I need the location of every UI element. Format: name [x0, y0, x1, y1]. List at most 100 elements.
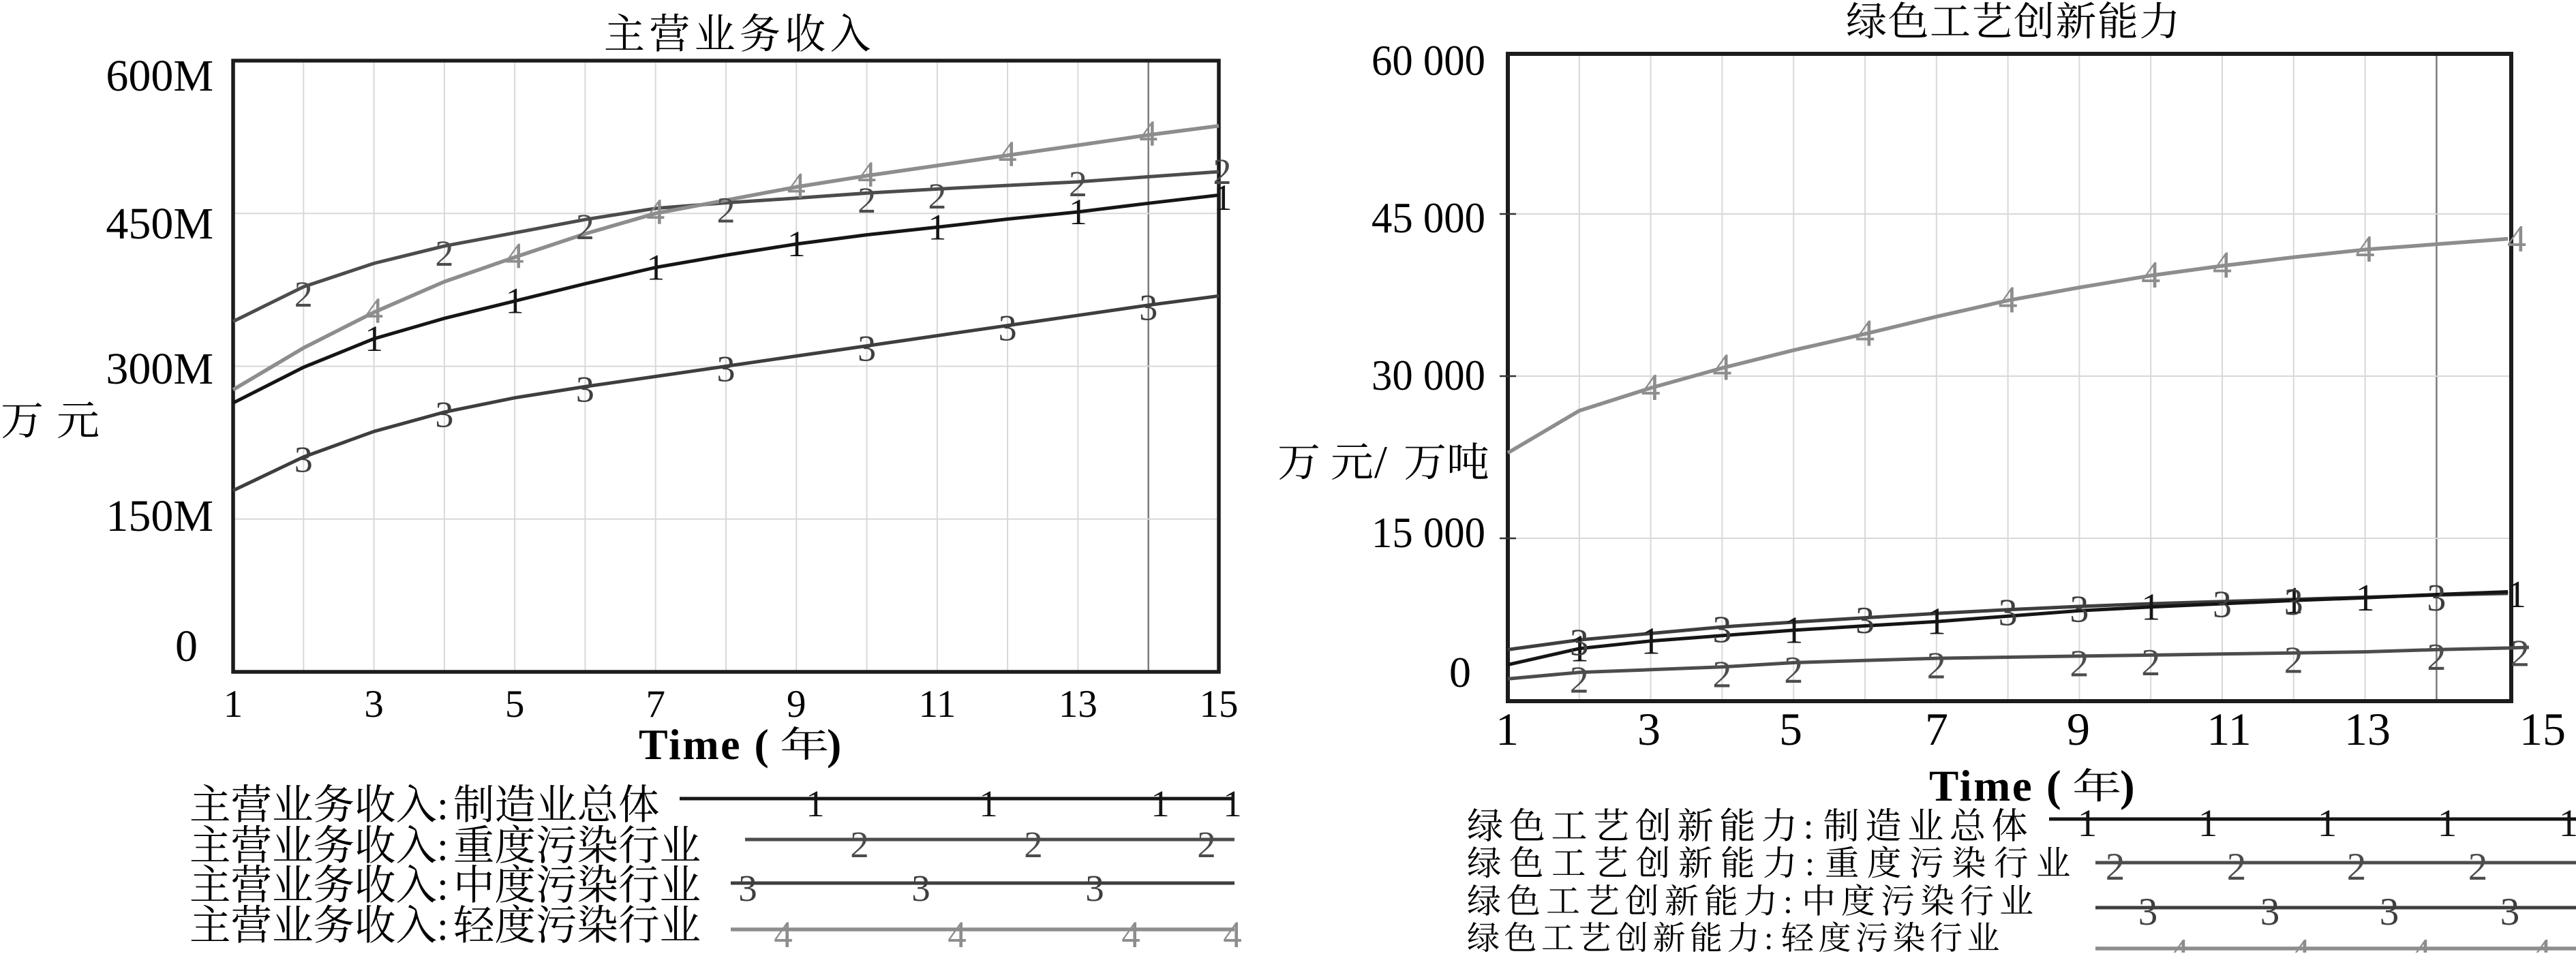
- svg-text:4: 4: [2291, 931, 2311, 953]
- svg-text:450M: 450M: [106, 199, 213, 249]
- svg-text:): ): [2120, 762, 2135, 811]
- svg-text:3: 3: [2427, 577, 2446, 619]
- svg-text:4: 4: [2356, 228, 2375, 271]
- svg-text:0: 0: [1449, 648, 1471, 696]
- svg-text:2: 2: [435, 233, 453, 274]
- svg-text:): ): [827, 720, 841, 769]
- svg-text:3: 3: [2380, 891, 2399, 934]
- svg-text:1: 1: [806, 783, 825, 824]
- svg-text:2: 2: [1069, 164, 1087, 204]
- svg-text::: :: [1764, 921, 1773, 953]
- svg-text:3: 3: [364, 683, 384, 726]
- svg-text:1: 1: [1151, 783, 1170, 824]
- svg-text:11: 11: [918, 683, 956, 726]
- svg-text:3: 3: [999, 308, 1017, 349]
- svg-text:4: 4: [948, 914, 967, 953]
- svg-text:2: 2: [2427, 636, 2446, 679]
- svg-text:4: 4: [506, 235, 524, 276]
- svg-text:3: 3: [1637, 703, 1661, 755]
- svg-text:13: 13: [2344, 703, 2391, 755]
- svg-text:/: /: [1374, 436, 1387, 488]
- svg-text::: :: [437, 824, 449, 869]
- svg-text:4: 4: [2507, 218, 2526, 260]
- svg-text:1: 1: [2141, 586, 2160, 628]
- svg-text:2: 2: [1197, 824, 1216, 865]
- svg-text:1: 1: [787, 223, 806, 264]
- svg-text:150M: 150M: [106, 491, 213, 541]
- svg-text:1: 1: [2284, 580, 2303, 622]
- svg-text:11: 11: [2207, 703, 2251, 755]
- svg-text:1: 1: [928, 206, 946, 247]
- svg-text:2: 2: [1570, 659, 1589, 701]
- svg-text:30 000: 30 000: [1372, 351, 1485, 399]
- svg-text::: :: [1783, 882, 1793, 921]
- svg-text:1: 1: [2356, 577, 2375, 619]
- svg-text:4: 4: [2141, 254, 2160, 296]
- svg-text:4: 4: [646, 191, 665, 232]
- svg-text::: :: [1804, 807, 1814, 847]
- svg-text:1: 1: [2507, 574, 2526, 616]
- svg-text:4: 4: [1999, 279, 2018, 322]
- svg-text:3: 3: [2213, 583, 2232, 626]
- svg-text:4: 4: [999, 134, 1017, 174]
- svg-text:3: 3: [2260, 891, 2280, 934]
- svg-text:1: 1: [646, 247, 665, 288]
- svg-text:4: 4: [2532, 931, 2552, 953]
- svg-text:1: 1: [2559, 802, 2576, 845]
- svg-text::: :: [1805, 844, 1815, 882]
- svg-text:15: 15: [1200, 683, 1239, 726]
- svg-text:7: 7: [646, 683, 665, 726]
- svg-text::: :: [437, 863, 449, 909]
- svg-text:4: 4: [858, 154, 876, 195]
- svg-text:4: 4: [1855, 313, 1875, 355]
- svg-text:4: 4: [365, 290, 383, 331]
- svg-text:5: 5: [505, 683, 525, 726]
- svg-text:1: 1: [1570, 628, 1589, 670]
- svg-text:4: 4: [774, 914, 793, 953]
- svg-text:1: 1: [2078, 802, 2097, 845]
- svg-text:9: 9: [2067, 703, 2090, 755]
- svg-text:3: 3: [1570, 622, 1589, 664]
- svg-text:15: 15: [2519, 703, 2566, 755]
- svg-text::: :: [437, 783, 449, 829]
- svg-text:1: 1: [1496, 703, 1519, 755]
- svg-text:4: 4: [1121, 914, 1140, 953]
- svg-text:13: 13: [1059, 683, 1097, 726]
- svg-text:3: 3: [1712, 609, 1731, 651]
- svg-text:2: 2: [1213, 151, 1232, 192]
- svg-text:9: 9: [787, 683, 806, 726]
- svg-text:2: 2: [2468, 846, 2488, 889]
- svg-text:3: 3: [1139, 288, 1157, 328]
- svg-text:3: 3: [2138, 891, 2158, 934]
- svg-text:1: 1: [1223, 783, 1242, 824]
- svg-text:4: 4: [1641, 367, 1661, 409]
- svg-text:0: 0: [175, 621, 198, 671]
- svg-text:3: 3: [2070, 589, 2089, 631]
- svg-text:2: 2: [850, 824, 869, 865]
- svg-text:1: 1: [1927, 601, 1946, 643]
- svg-text:1: 1: [1641, 620, 1661, 662]
- svg-text:2: 2: [2284, 640, 2303, 682]
- svg-text:2: 2: [2511, 633, 2530, 675]
- svg-text:300M: 300M: [106, 344, 213, 394]
- svg-text:1: 1: [224, 683, 243, 726]
- svg-text:3: 3: [294, 439, 313, 480]
- svg-text:2: 2: [2141, 642, 2160, 684]
- svg-text:4: 4: [2170, 931, 2189, 953]
- svg-text:2: 2: [2347, 846, 2367, 889]
- svg-text:1: 1: [2198, 802, 2218, 845]
- svg-text:1: 1: [2438, 802, 2457, 845]
- svg-text:2: 2: [2106, 846, 2125, 889]
- svg-text:7: 7: [1925, 703, 1948, 755]
- svg-text:2: 2: [2227, 846, 2247, 889]
- svg-text:3: 3: [911, 867, 930, 909]
- svg-text:3: 3: [1855, 600, 1875, 642]
- svg-text:2: 2: [2070, 643, 2089, 685]
- svg-text:3: 3: [738, 867, 757, 909]
- svg-text:1: 1: [506, 281, 524, 322]
- svg-text:1: 1: [1784, 609, 1803, 651]
- svg-text:2: 2: [1712, 653, 1731, 696]
- svg-text:3: 3: [717, 348, 736, 389]
- svg-text:2: 2: [928, 176, 946, 217]
- svg-text:3: 3: [576, 369, 594, 410]
